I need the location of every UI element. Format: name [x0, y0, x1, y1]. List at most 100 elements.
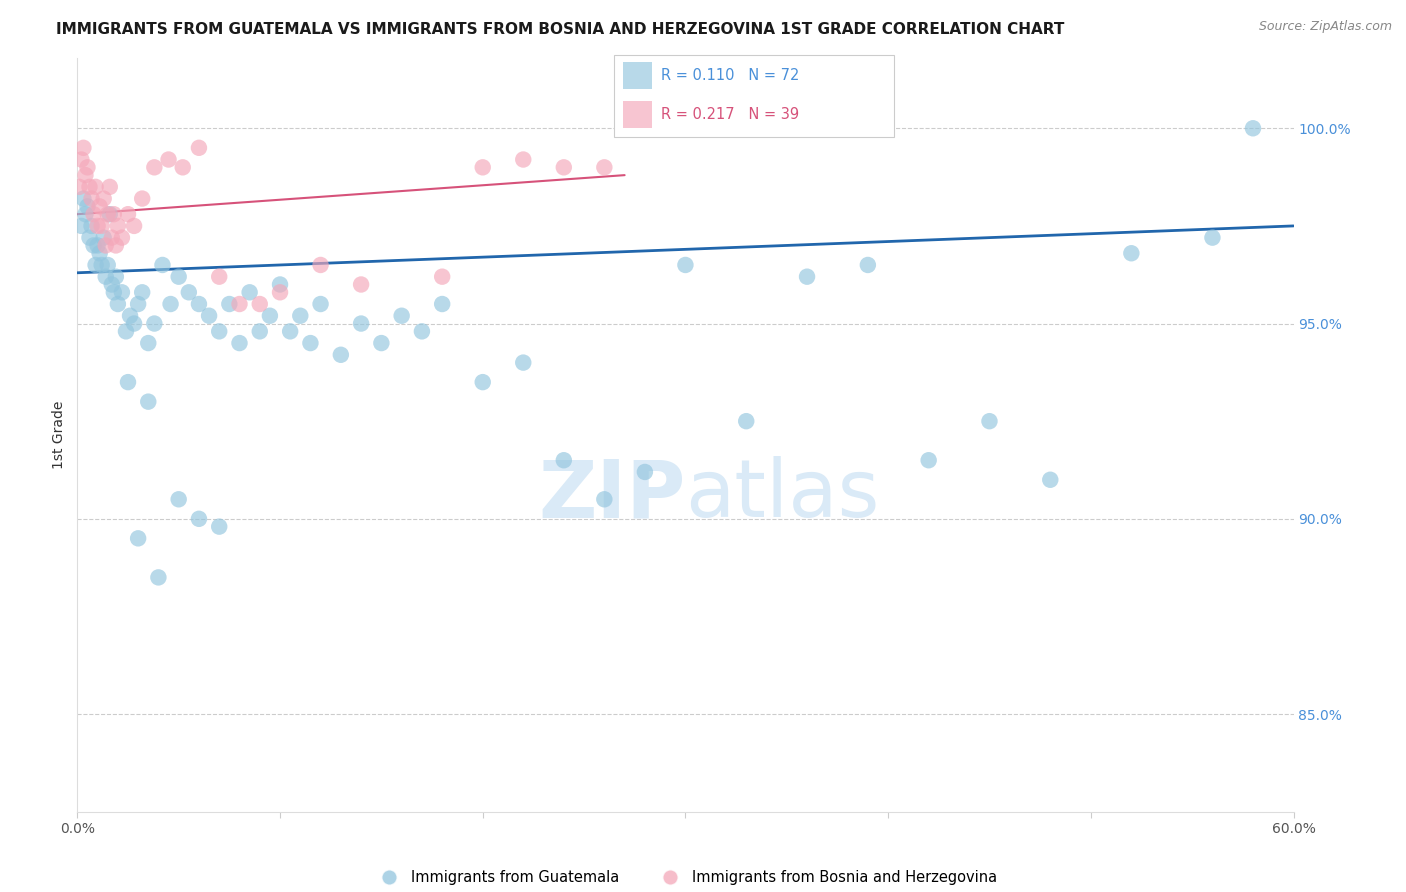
Point: [90, 219, 112, 233]
Point: [94, 269, 117, 284]
Point: [1039, 473, 1062, 487]
Point: [157, 153, 180, 167]
Point: [103, 285, 125, 300]
Point: [259, 309, 281, 323]
Point: [75, 168, 97, 182]
Point: [329, 348, 352, 362]
Y-axis label: 1st Grade: 1st Grade: [52, 401, 66, 469]
Point: [84, 258, 107, 272]
Point: [79, 230, 101, 244]
Bar: [623, 62, 652, 89]
Point: [471, 375, 494, 389]
Point: [172, 161, 194, 175]
Point: [593, 161, 616, 175]
Point: [111, 285, 134, 300]
Point: [94, 238, 117, 252]
Point: [89, 246, 111, 260]
Text: Source: ZipAtlas.com: Source: ZipAtlas.com: [1258, 20, 1392, 33]
Point: [131, 285, 153, 300]
Point: [127, 532, 149, 546]
Point: [188, 512, 211, 526]
Point: [796, 269, 818, 284]
Point: [228, 336, 250, 351]
Point: [143, 317, 166, 331]
Point: [553, 161, 575, 175]
Point: [97, 258, 120, 272]
Point: [98, 207, 121, 221]
Point: [350, 317, 373, 331]
FancyBboxPatch shape: [614, 55, 894, 136]
Point: [107, 219, 129, 233]
Point: [1121, 246, 1143, 260]
Point: [249, 324, 271, 338]
Point: [188, 297, 211, 311]
Point: [432, 297, 454, 311]
Point: [76, 161, 98, 175]
Point: [269, 277, 291, 292]
Point: [75, 207, 97, 221]
Point: [208, 519, 231, 533]
Point: [143, 161, 166, 175]
Point: [350, 277, 373, 292]
Point: [118, 309, 141, 323]
Point: [228, 297, 250, 311]
Point: [131, 192, 153, 206]
Point: [269, 285, 291, 300]
Point: [208, 324, 231, 338]
Point: [675, 258, 697, 272]
Point: [127, 297, 149, 311]
Point: [198, 309, 221, 323]
Point: [856, 258, 879, 272]
Bar: [623, 101, 652, 128]
Point: [93, 192, 115, 206]
Point: [391, 309, 413, 323]
Point: [90, 258, 112, 272]
Point: [411, 324, 433, 338]
Point: [152, 258, 174, 272]
Point: [83, 207, 105, 221]
Point: [159, 297, 181, 311]
Point: [104, 238, 127, 252]
Point: [177, 285, 200, 300]
Point: [218, 297, 240, 311]
Point: [103, 207, 125, 221]
Point: [93, 230, 115, 244]
Point: [735, 414, 758, 428]
Point: [101, 230, 124, 244]
Point: [188, 141, 211, 155]
Point: [84, 179, 107, 194]
Point: [83, 238, 105, 252]
Point: [471, 161, 494, 175]
Point: [70, 153, 93, 167]
Point: [208, 269, 231, 284]
Point: [432, 269, 454, 284]
Point: [136, 336, 159, 351]
Point: [593, 492, 616, 507]
Point: [117, 375, 139, 389]
Point: [89, 199, 111, 213]
Point: [117, 207, 139, 221]
Point: [278, 324, 301, 338]
Point: [512, 356, 534, 370]
Point: [111, 230, 134, 244]
Point: [634, 465, 657, 479]
Point: [80, 192, 103, 206]
Point: [512, 153, 534, 167]
Point: [79, 179, 101, 194]
Point: [98, 179, 121, 194]
Point: [70, 219, 93, 233]
Point: [167, 269, 190, 284]
Point: [107, 297, 129, 311]
Point: [299, 336, 322, 351]
Point: [86, 238, 108, 252]
Point: [122, 219, 145, 233]
Point: [979, 414, 1001, 428]
Point: [97, 207, 120, 221]
Point: [80, 219, 103, 233]
Point: [309, 258, 332, 272]
Text: ZIP: ZIP: [538, 456, 686, 534]
Point: [67, 179, 90, 194]
Point: [553, 453, 575, 467]
Point: [1201, 230, 1223, 244]
Text: R = 0.217   N = 39: R = 0.217 N = 39: [661, 107, 799, 122]
